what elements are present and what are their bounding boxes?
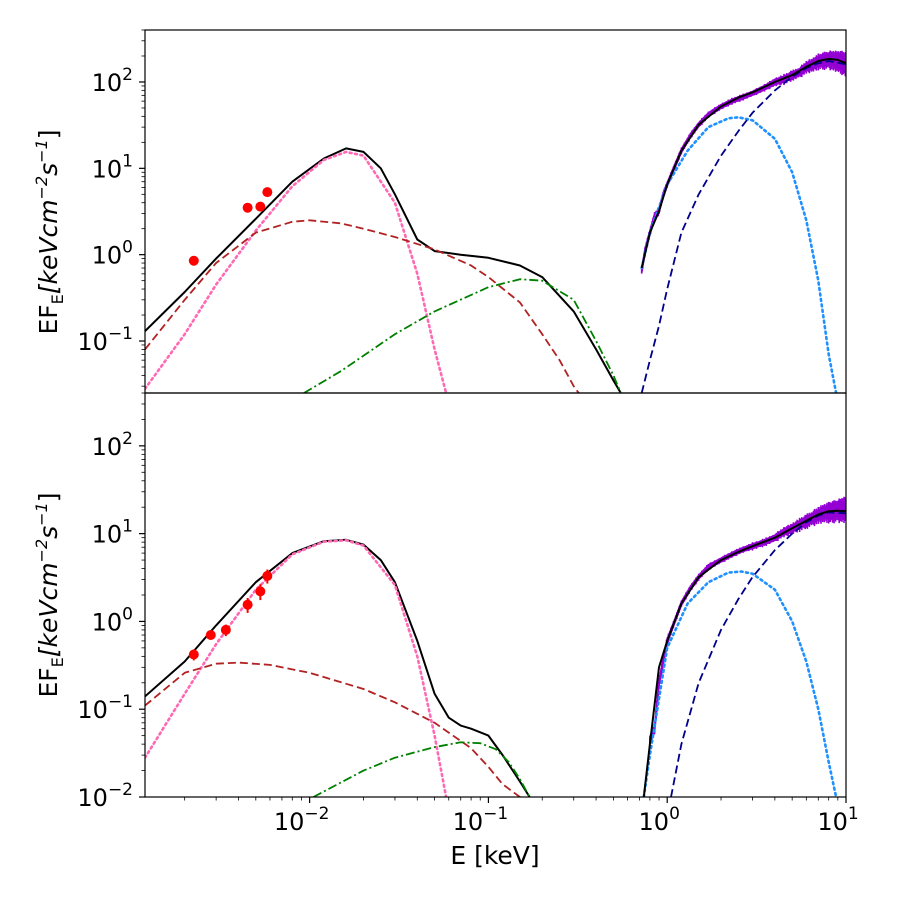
bottom-ticks: 10−2 10−1 100 101 102 10−2 10−1 100 101	[77, 392, 859, 836]
bottom-series-total-model	[145, 538, 531, 797]
bottom-data-point	[205, 630, 216, 641]
top-data-point	[188, 255, 199, 266]
bottom-y-tick-label: 101	[92, 517, 133, 549]
bottom-series-dotted-blue-component	[642, 570, 838, 797]
bottom-data-point	[255, 586, 266, 597]
bottom-data-point	[262, 570, 273, 581]
top-curves	[145, 50, 846, 393]
bottom-panel: 10−2 10−1 100 101 102 10−2 10−1 100 101 EFE[keVc…	[32, 392, 859, 870]
bottom-plot-area	[145, 496, 846, 797]
top-data-point	[242, 202, 253, 213]
bottom-y-tick-label: 102	[92, 429, 133, 461]
top-panel: 10−1 100 101 102 EFE[keVcm−2s−1]	[32, 29, 847, 394]
bottom-y-tick-label: 10−2	[77, 780, 133, 812]
top-series-dotted-blue-component	[640, 116, 838, 393]
top-y-tick-label: 10−1	[77, 324, 133, 356]
top-series-dotted-pink-component	[145, 150, 448, 393]
top-y-tick-label: 101	[92, 151, 133, 183]
top-y-ticks: 10−1 100 101 102	[77, 29, 145, 387]
bottom-series-dashed-brown-component	[145, 661, 521, 797]
x-tick-label: 100	[639, 804, 680, 836]
top-plot-area	[145, 50, 846, 393]
top-series-total-model	[145, 147, 622, 393]
bottom-data-point	[220, 624, 231, 635]
bottom-axes-frame	[144, 392, 847, 798]
top-series-dashed-brown-component	[145, 219, 580, 393]
bottom-series-dotted-pink-component	[145, 539, 448, 797]
top-series-dash-dot-green-component	[303, 278, 622, 393]
top-xray-data-band	[640, 53, 846, 274]
top-y-tick-label: 102	[92, 65, 133, 97]
bottom-y-tick-label: 100	[92, 604, 133, 636]
top-data-point	[255, 201, 266, 212]
top-data-point	[262, 187, 273, 198]
top-y-axis-label: EFE[keVcm−2s−1]	[32, 129, 67, 334]
x-axis-label: E [keV]	[450, 841, 539, 870]
x-tick-label: 10−1	[453, 804, 509, 836]
bottom-y-axis-label: EFE[keVcm−2s−1]	[32, 492, 67, 697]
top-y-tick-label: 100	[92, 238, 133, 270]
bottom-y-tick-label: 10−1	[77, 692, 133, 724]
bottom-series-dash-dot-green-component	[312, 741, 531, 797]
x-tick-label: 101	[817, 804, 858, 836]
bottom-data-point	[242, 599, 253, 610]
top-series-x-ray-total-model	[640, 57, 846, 269]
bottom-curves	[145, 496, 846, 797]
bottom-series-dashed-navy-component	[670, 511, 846, 797]
x-tick-label: 10−2	[274, 804, 330, 836]
bottom-series-x-ray-total-model	[642, 509, 846, 797]
top-series-dashed-navy-component	[640, 60, 846, 393]
bottom-data-point	[188, 649, 199, 660]
